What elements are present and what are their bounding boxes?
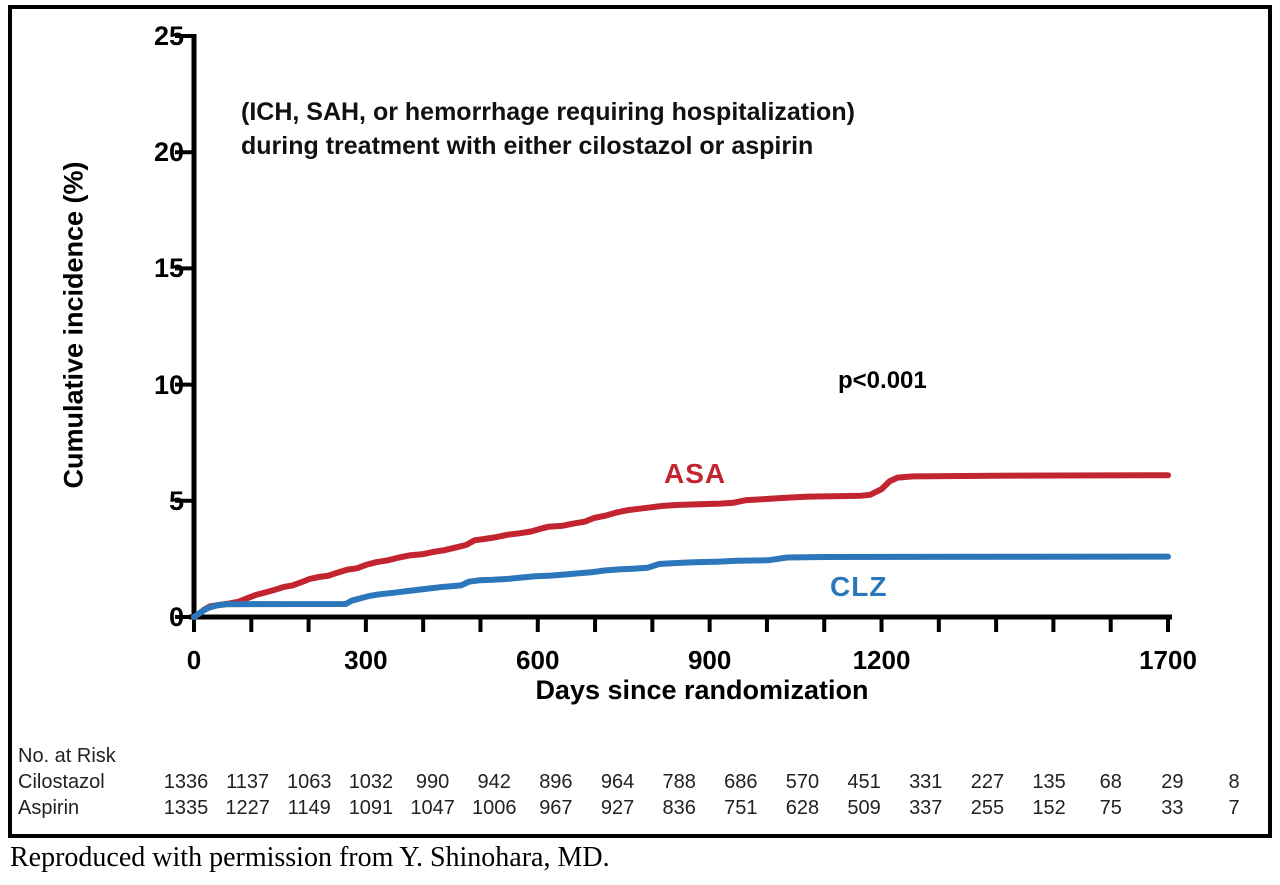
chart-annotation: (ICH, SAH, or hemorrhage requiring hospi… bbox=[241, 95, 855, 163]
risk-value: 1336 bbox=[163, 771, 209, 793]
y-tick-label: 0 bbox=[168, 602, 184, 632]
risk-value: 1137 bbox=[226, 771, 270, 793]
asa-series-label: ASA bbox=[664, 458, 727, 489]
risk-value: 1335 bbox=[163, 797, 209, 819]
risk-row-cilostazol: Cilostazol 1336 1137 1063 1032 990 942 896 964 7… bbox=[12, 771, 1268, 795]
figure-caption: Reproduced with permission from Y. Shino… bbox=[10, 842, 610, 873]
clz-series-label: CLZ bbox=[830, 571, 888, 602]
risk-value: 331 bbox=[909, 771, 943, 793]
risk-value: 1047 bbox=[410, 797, 455, 819]
x-tick-labels: 0 300 600 900 1200 1700 bbox=[12, 645, 1268, 675]
x-tick-label: 1700 bbox=[1139, 645, 1197, 675]
p-value-label: p<0.001 bbox=[838, 367, 927, 394]
y-tick-label: 20 bbox=[153, 137, 184, 168]
y-tick-label: 15 bbox=[153, 253, 184, 284]
x-tick-label: 0 bbox=[186, 645, 202, 675]
risk-table-header: No. at Risk bbox=[18, 745, 116, 767]
risk-value: 8 bbox=[1228, 771, 1240, 793]
series-line-clz bbox=[191, 553, 1171, 620]
chart-frame: Cumulative incidence (%) (ICH, SAH, or h… bbox=[8, 5, 1272, 838]
y-tick-labels: 0 5 10 15 20 25 bbox=[12, 9, 192, 709]
risk-value: 1006 bbox=[471, 797, 517, 819]
risk-value: 152 bbox=[1032, 797, 1066, 819]
risk-value: 942 bbox=[477, 771, 511, 793]
risk-value: 927 bbox=[600, 797, 635, 819]
risk-value: 1227 bbox=[225, 797, 270, 819]
risk-value: 29 bbox=[1161, 771, 1184, 793]
x-tick-label: 300 bbox=[344, 645, 388, 675]
risk-value: 75 bbox=[1099, 797, 1122, 819]
risk-value: 751 bbox=[724, 797, 758, 819]
risk-value: 967 bbox=[539, 797, 573, 819]
risk-value: 990 bbox=[415, 771, 450, 793]
risk-value: 451 bbox=[847, 771, 881, 793]
risk-value: 1149 bbox=[287, 797, 331, 819]
x-tick-label: 900 bbox=[687, 645, 732, 675]
risk-value: 836 bbox=[662, 797, 696, 819]
risk-value: 896 bbox=[539, 771, 573, 793]
risk-row-label: Cilostazol bbox=[18, 771, 105, 793]
y-tick-label: 10 bbox=[153, 369, 184, 400]
risk-value: 255 bbox=[970, 797, 1005, 819]
risk-value: 686 bbox=[724, 771, 758, 793]
risk-value: 135 bbox=[1032, 771, 1066, 793]
annotation-line2: during treatment with either cilostazol … bbox=[241, 132, 814, 160]
risk-value: 7 bbox=[1228, 797, 1240, 819]
risk-value: 337 bbox=[909, 797, 943, 819]
x-tick-label: 1200 bbox=[852, 645, 911, 675]
x-axis-title: Days since randomization bbox=[535, 675, 869, 705]
risk-value: 628 bbox=[785, 797, 820, 819]
risk-value: 1091 bbox=[348, 797, 394, 819]
annotation-line1: (ICH, SAH, or hemorrhage requiring hospi… bbox=[241, 98, 855, 126]
risk-value: 570 bbox=[785, 771, 820, 793]
risk-value: 1063 bbox=[287, 771, 332, 793]
risk-value: 964 bbox=[600, 771, 635, 793]
risk-value: 227 bbox=[970, 771, 1005, 793]
risk-value: 788 bbox=[662, 771, 696, 793]
risk-value: 1032 bbox=[348, 771, 394, 793]
series-line-asa bbox=[191, 472, 1171, 620]
risk-value: 33 bbox=[1161, 797, 1184, 819]
risk-row-aspirin: Aspirin 1335 1227 1149 1091 1047 1006 967 927 83… bbox=[12, 797, 1268, 821]
risk-value: 68 bbox=[1099, 771, 1122, 793]
plot-svg bbox=[175, 34, 1172, 632]
risk-row-label: Aspirin bbox=[18, 797, 80, 819]
x-tick-label: 600 bbox=[516, 645, 560, 675]
risk-value: 509 bbox=[847, 797, 881, 819]
y-tick-label: 25 bbox=[153, 21, 184, 51]
y-tick-label: 5 bbox=[168, 485, 184, 516]
